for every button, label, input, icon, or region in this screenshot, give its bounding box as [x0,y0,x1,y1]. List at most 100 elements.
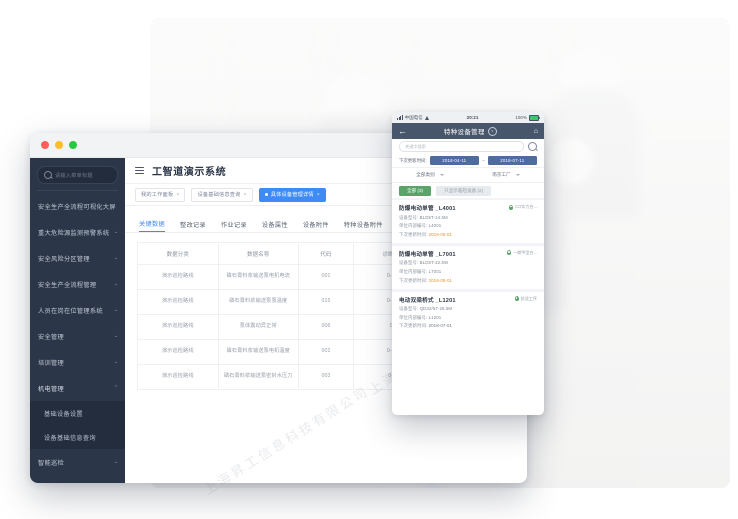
cell-name: 磷石膏料浆输送泵密封水压力 [217,364,299,390]
sidebar-subitem-equipment-info-query[interactable]: 设备基础信息查询 [30,425,125,449]
col-data-category: 数据分类 [137,242,219,265]
date-value: 2018-05-01 [428,277,453,283]
mobile-search-input[interactable]: 关键字搜索 [399,141,524,152]
select-category[interactable]: 全部类别 [392,172,468,178]
chevron-up-icon: ⌃ [112,385,119,391]
chevron-down-icon: ⌄ [112,229,119,235]
model-label: 设备型号: [399,214,419,220]
signal-bars-icon [397,115,403,120]
list-item-code: 单位内部编号: L1201 [399,315,537,321]
sidebar-item-label: 安全生产全流程管理 [38,281,97,289]
tag-my-workspace[interactable]: 我的工作面板 × [135,187,186,202]
pill-all[interactable]: 全部 (3) [399,185,432,196]
sidebar-item-big-screen[interactable]: 安全生产全流程可视化大屏 [30,193,125,219]
sidebar-item-safety-management[interactable]: 安全管理 ⌄ [30,323,125,349]
sidebar-item-training[interactable]: 培训管理 ⌄ [30,349,125,375]
model-value: BLD5T-22.5W [419,260,449,266]
list-item-head: 电动双梁桥式 _L1201 前浇工序 [399,296,537,304]
chevron-down-icon [515,174,520,176]
date-from-value: 2018-04-11 [442,158,467,163]
list-item[interactable]: 防爆电动单管 _L7001 一期甲型台... 设备型号: BLD5T-22.5W… [392,245,544,289]
close-icon[interactable] [41,141,49,149]
list-item[interactable]: 电动双梁桥式 _L1201 前浇工序 设备型号: QD32/5T-25.5M 单… [392,291,544,335]
list-item-head: 防爆电动单管 _L7001 一期甲型台... [399,250,537,258]
cell-category: 演示巡检路线 [137,314,219,340]
date-to-field[interactable]: 2018-07-11 [487,156,538,165]
close-icon[interactable]: × [316,191,320,198]
cell-code: 006 [298,314,354,340]
date-filter-label: 下次更新时间: [399,157,427,163]
model-label: 设备型号: [399,260,419,266]
chevron-down-icon [439,174,444,176]
date-filter-row: 下次更新时间: 2018-04-11 ~ 2018-07-11 [392,154,544,167]
date-label: 下次更新时间: [399,277,428,283]
cell-category: 演示巡检路线 [137,289,219,315]
sidebar-item-maintenance[interactable]: 检维修管理 ⌄ [30,475,125,483]
list-item[interactable]: 防爆电动单管 _L4001 CO实力台... 设备型号: BLD5T-14.5M… [392,200,544,243]
maximize-icon[interactable] [69,141,77,149]
cell-name: 泵体震动异正常 [217,314,299,340]
model-value: BLD5T-14.5M [419,214,448,220]
tab-work-records[interactable]: 作业记录 [220,222,247,229]
page-title: 工智道演示系统 [152,167,227,178]
status-right: 100% [515,114,540,121]
code-value: L4001 [428,223,442,229]
list-item-location-label: 前浇工序 [520,295,537,301]
sidebar-item-smart-inspection[interactable]: 智能巡检 ⌄ [30,449,125,475]
tab-special-equipment-attachments[interactable]: 特种设备附件 [343,222,383,229]
map-pin-icon [507,250,512,256]
tab-key-data[interactable]: 关键数据 [139,219,165,232]
sidebar-search-input[interactable]: 请输入菜单标题 [37,166,118,184]
code-value: L7001 [428,268,442,274]
minimize-icon[interactable] [55,141,63,149]
sidebar-item-label: 人员在岗在位管理系统 [38,307,103,315]
date-from-field[interactable]: 2018-04-11 [429,156,479,165]
list-item-location: CO实力台... [509,204,537,210]
sidebar-subitem-basic-equipment-settings[interactable]: 基础设备设置 [30,401,125,425]
sidebar-search-placeholder: 请输入菜单标题 [55,172,93,179]
list-item-date: 下次更新时间: 2018-05-01 [399,278,537,284]
close-icon[interactable]: × [243,191,247,198]
sidebar-item-personnel[interactable]: 人员在岗在位管理系统 ⌄ [30,297,125,323]
tab-equipment-attributes[interactable]: 设备属性 [261,222,288,229]
hamburger-icon[interactable] [135,166,144,175]
home-icon[interactable]: ⌂ [533,127,538,135]
sidebar-item-label: 基础设备设置 [44,410,83,418]
tab-rectification-records[interactable]: 整改记录 [179,222,206,229]
list-item-model: 设备型号: BLD5T-22.5W [399,260,537,266]
code-value: L1201 [428,314,442,320]
sidebar-item-production-process[interactable]: 安全生产全流程管理 ⌄ [30,271,125,297]
sidebar-item-hazard-monitoring[interactable]: 重大危险源监测预警系统 ⌄ [30,219,125,245]
mobile-filter-pills: 全部 (3) 只显示临检设备 (2) [392,183,544,198]
sidebar-item-risk-zone[interactable]: 安全风险分区管理 ⌄ [30,245,125,271]
search-icon[interactable] [528,142,537,151]
sidebar-item-mechanical[interactable]: 机电管理 ⌃ [30,375,125,401]
list-item-location: 前浇工序 [514,295,537,302]
select-category-label: 全部类别 [416,172,435,177]
close-icon[interactable]: × [176,191,180,198]
cell-category: 演示巡检路线 [137,264,219,290]
tab-bar: 关键数据 整改记录 作业记录 设备属性 设备附件 特种设备附件 [125,214,527,233]
cell-category: 演示巡检路线 [137,364,219,390]
pill-inspection-only[interactable]: 只显示临检设备 (2) [436,185,492,196]
cell-code: 003 [298,364,354,390]
question-mark-icon[interactable]: ? [487,126,497,136]
select-factory[interactable]: 南京工厂 [468,172,544,178]
sidebar-item-label: 重大危险源监测预警系统 [38,229,110,237]
mobile-select-row: 全部类别 南京工厂 [392,167,544,183]
select-factory-label: 南京工厂 [492,172,511,177]
back-arrow-icon[interactable]: ← [398,125,407,136]
date-to-value: 2018-07-11 [500,158,525,163]
tag-equipment-detail[interactable]: 具体设备管理详情 × [258,187,326,202]
tag-label: 具体设备管理详情 [270,192,314,198]
active-dot-icon [264,193,268,196]
date-value: 2018-05-01 [428,231,453,237]
list-item-location: 一期甲型台... [507,250,537,256]
tab-equipment-attachments[interactable]: 设备附件 [302,222,329,229]
sidebar: 请输入菜单标题 安全生产全流程可视化大屏 重大危险源监测预警系统 ⌄ 安全风险分… [30,158,125,483]
tag-equipment-query[interactable]: 设备基础信息查询 × [191,187,253,202]
mobile-search-row: 关键字搜索 [392,139,544,154]
sidebar-item-label: 培训管理 [38,359,64,367]
sidebar-item-label: 智能巡检 [38,459,64,467]
